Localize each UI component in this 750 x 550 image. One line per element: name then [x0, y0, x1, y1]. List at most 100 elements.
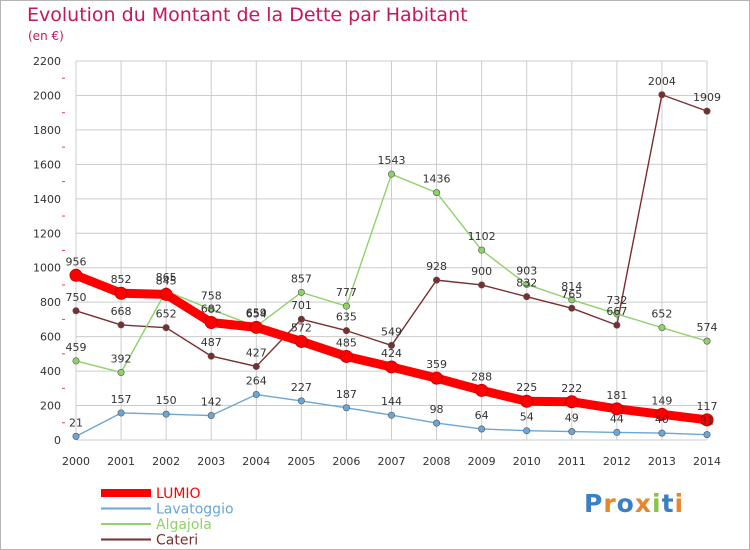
data-label-lumio: 956	[66, 255, 87, 268]
data-point-lumio	[565, 395, 579, 409]
data-point-lumio	[655, 407, 669, 421]
x-tick-label: 2002	[152, 455, 180, 468]
y-tick-label: 1400	[33, 193, 61, 206]
chart-title: Evolution du Montant de la Dette par Hab…	[27, 4, 468, 26]
chart-subtitle: (en €)	[28, 29, 64, 43]
y-tick-label: 1800	[33, 124, 61, 137]
data-label-algajola: 392	[111, 352, 132, 365]
data-label-lumio: 572	[291, 321, 312, 334]
data-point-algajola	[523, 280, 531, 288]
data-point-lumio	[385, 360, 398, 374]
data-point-lumio	[294, 334, 308, 348]
data-label-lavatoggio: 150	[156, 394, 177, 407]
x-tick-label: 2001	[107, 455, 135, 468]
data-point-algajola	[72, 357, 80, 365]
data-point-cateri	[162, 324, 170, 332]
data-point-algajola	[433, 189, 441, 197]
data-label-algajola: 574	[697, 321, 718, 334]
data-label-lumio: 424	[381, 347, 402, 360]
data-point-lumio	[249, 320, 263, 334]
logo-letter: i	[674, 489, 685, 518]
data-point-cateri	[342, 327, 350, 335]
data-label-cateri: 635	[336, 311, 357, 324]
data-point-cateri	[252, 362, 260, 370]
x-tick-label: 2012	[603, 455, 631, 468]
y-tick-label: 200	[40, 400, 61, 413]
logo-letter: o	[616, 489, 635, 518]
data-label-lavatoggio: 54	[520, 411, 534, 424]
x-tick-label: 2005	[287, 455, 315, 468]
data-label-lavatoggio: 21	[69, 416, 83, 429]
data-label-lavatoggio: 64	[475, 409, 489, 422]
data-label-cateri: 1909	[693, 91, 721, 104]
data-label-lavatoggio: 44	[610, 412, 624, 425]
data-label-lumio: 654	[246, 307, 267, 320]
data-label-lavatoggio: 264	[246, 375, 267, 388]
legend-label-algajola: Algajola	[156, 517, 212, 533]
data-label-lumio: 845	[156, 274, 177, 287]
data-label-lavatoggio: 49	[565, 412, 579, 425]
data-label-lavatoggio: 227	[291, 381, 312, 394]
data-point-lavatoggio	[523, 427, 531, 435]
data-point-algajola	[207, 305, 215, 313]
data-label-cateri: 750	[66, 291, 87, 304]
data-point-algajola	[613, 310, 621, 318]
data-label-algajola: 1102	[468, 230, 496, 243]
x-tick-label: 2000	[62, 455, 90, 468]
data-label-lavatoggio: 187	[336, 388, 357, 401]
data-label-lavatoggio: 142	[201, 396, 222, 409]
data-point-lavatoggio	[478, 425, 486, 433]
data-label-lavatoggio: 31	[700, 415, 714, 428]
data-point-cateri	[568, 304, 576, 312]
proxiti-logo: Proxiti	[584, 489, 684, 518]
data-label-cateri: 549	[381, 325, 402, 338]
data-point-lavatoggio	[342, 404, 350, 412]
x-tick-label: 2010	[513, 455, 541, 468]
logo-letter: i	[652, 489, 662, 518]
x-tick-label: 2009	[468, 455, 496, 468]
data-point-lavatoggio	[117, 409, 125, 417]
data-point-cateri	[478, 281, 486, 289]
y-tick-label: 1600	[33, 158, 61, 171]
x-tick-label: 2013	[648, 455, 676, 468]
x-tick-label: 2006	[332, 455, 360, 468]
x-tick-label: 2003	[197, 455, 225, 468]
data-label-lumio: 149	[651, 394, 672, 407]
data-label-algajola: 732	[606, 294, 627, 307]
data-label-cateri: 2004	[648, 75, 676, 88]
data-point-lavatoggio	[297, 397, 305, 405]
data-point-lumio	[69, 268, 83, 282]
data-label-lavatoggio: 157	[111, 393, 132, 406]
data-point-lavatoggio	[568, 428, 576, 436]
data-label-algajola: 1543	[378, 154, 406, 167]
y-tick-label: 2200	[33, 55, 61, 68]
data-label-lavatoggio: 40	[655, 413, 669, 426]
data-point-algajola	[342, 302, 350, 310]
legend-label-lavatoggio: Lavatoggio	[156, 502, 234, 518]
data-label-lumio: 682	[201, 303, 222, 316]
data-point-algajola	[658, 324, 666, 332]
data-point-lumio	[475, 383, 489, 397]
y-tick-label: 400	[40, 365, 61, 378]
data-point-cateri	[387, 341, 395, 349]
data-label-lavatoggio: 144	[381, 395, 402, 408]
data-label-lumio: 359	[426, 358, 447, 371]
data-point-algajola	[117, 368, 125, 376]
data-point-lavatoggio	[703, 431, 711, 439]
data-label-cateri: 928	[426, 260, 447, 273]
data-point-lumio	[520, 394, 534, 408]
data-label-lumio: 485	[336, 336, 357, 349]
data-point-cateri	[433, 276, 441, 284]
x-tick-label: 2007	[378, 455, 406, 468]
data-point-algajola	[387, 170, 395, 178]
data-label-cateri: 667	[606, 305, 627, 318]
data-point-lavatoggio	[207, 412, 215, 420]
data-point-cateri	[658, 91, 666, 99]
x-tick-label: 2014	[693, 455, 721, 468]
data-label-algajola: 459	[66, 341, 87, 354]
data-label-lumio: 225	[516, 381, 537, 394]
logo-letter: r	[603, 489, 617, 518]
data-point-lumio	[114, 286, 128, 300]
y-tick-label: 600	[40, 331, 61, 344]
